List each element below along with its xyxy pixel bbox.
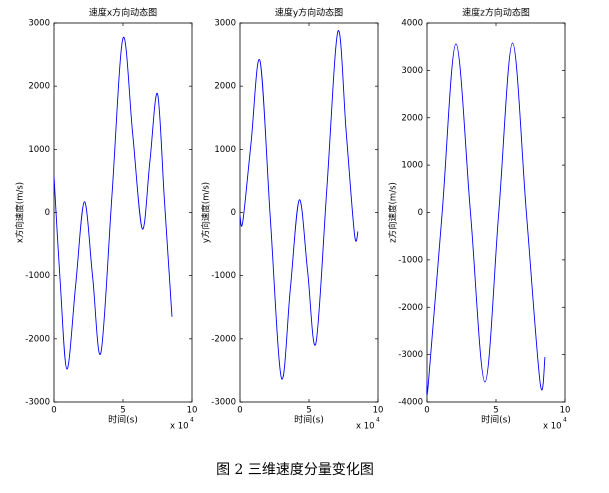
y-tick-label: 3000	[28, 19, 50, 29]
y-tick-label: -2000	[398, 303, 423, 313]
chart-title: 速度z方向动态图	[462, 7, 530, 19]
chart-title: 速度x方向动态图	[89, 7, 157, 19]
x-axis-label: 时间(s)	[294, 414, 324, 426]
x-tick-label: 5	[306, 406, 311, 416]
data-line	[426, 42, 546, 396]
figure-caption: 图 2 三维速度分量变化图	[216, 462, 374, 478]
y-tick-label: -3000	[25, 398, 50, 408]
x-scale-exponent: 4	[376, 417, 380, 424]
y-tick-label: 3000	[214, 19, 236, 29]
y-tick-label: -1000	[211, 271, 236, 281]
y-tick-label: -3000	[398, 350, 423, 360]
x-scale-exponent: 4	[190, 417, 194, 424]
x-scale-exponent: 4	[563, 417, 567, 424]
y-tick-label: -3000	[211, 398, 236, 408]
y-axis-label: z方向速度(m/s)	[388, 182, 399, 243]
x-tick-label: 10	[373, 406, 384, 416]
x-tick-label: 5	[120, 406, 125, 416]
y-tick-label: 1000	[401, 161, 423, 171]
y-tick-label: -2000	[211, 334, 236, 344]
x-tick-label: 0	[51, 406, 56, 416]
y-tick-label: -1000	[25, 271, 50, 281]
axes-box	[53, 22, 193, 403]
x-tick-label: 0	[424, 406, 429, 416]
y-tick-label: 0	[45, 208, 50, 218]
x-tick-label: 10	[560, 406, 571, 416]
x-tick-label: 5	[493, 406, 498, 416]
y-tick-label: 2000	[214, 82, 236, 92]
x-axis-label: 时间(s)	[108, 414, 138, 426]
x-scale-label: x 10	[356, 422, 375, 432]
y-axis-label: y方向速度(m/s)	[201, 182, 212, 243]
data-line	[239, 30, 359, 380]
y-tick-label: -2000	[25, 334, 50, 344]
y-tick-label: 4000	[401, 19, 423, 29]
x-tick-label: 10	[187, 406, 198, 416]
data-line	[53, 36, 173, 370]
y-tick-label: 2000	[401, 113, 423, 123]
axes-box	[239, 22, 379, 403]
x-tick-label: 0	[237, 406, 242, 416]
y-tick-label: 0	[231, 208, 236, 218]
x-scale-label: x 10	[543, 422, 562, 432]
y-tick-label: 1000	[28, 145, 50, 155]
y-tick-label: 3000	[401, 66, 423, 76]
y-tick-label: 0	[418, 208, 423, 218]
y-tick-label: 2000	[28, 82, 50, 92]
y-axis-label: x方向速度(m/s)	[15, 182, 26, 243]
y-tick-label: -1000	[398, 255, 423, 265]
x-axis-label: 时间(s)	[481, 414, 511, 426]
chart-title: 速度y方向动态图	[275, 7, 343, 19]
y-tick-label: 1000	[214, 145, 236, 155]
axes-box	[426, 22, 566, 403]
x-scale-label: x 10	[170, 422, 189, 432]
y-tick-label: -4000	[398, 398, 423, 408]
